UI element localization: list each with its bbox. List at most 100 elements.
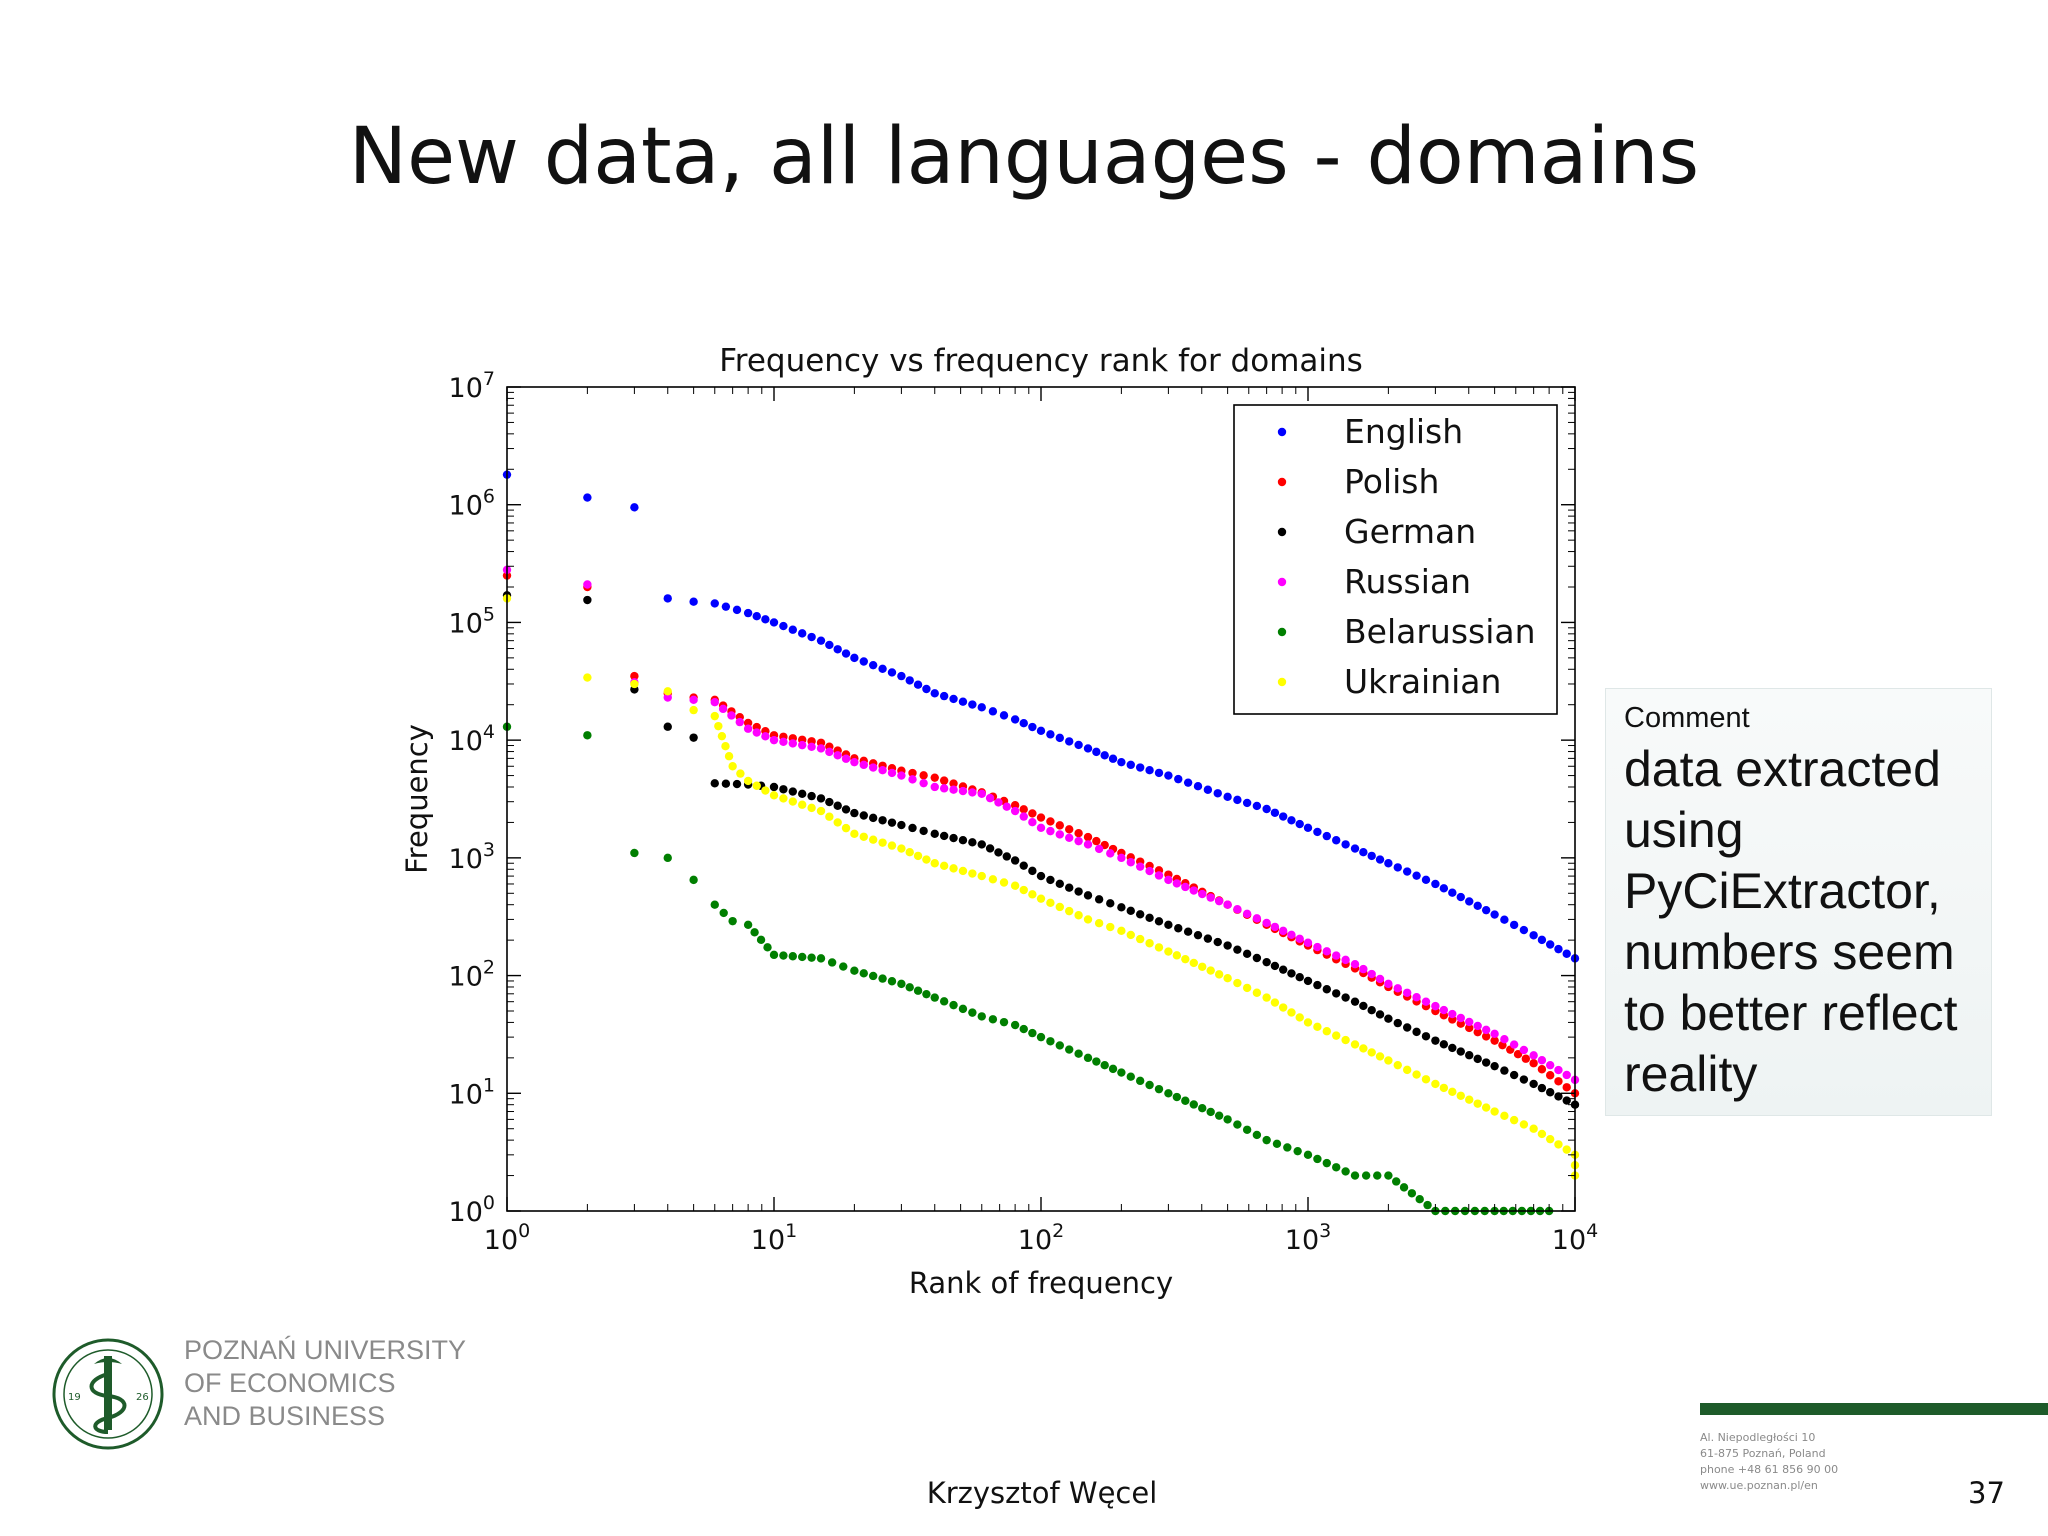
data-point	[1198, 962, 1207, 971]
data-point	[1262, 993, 1271, 1002]
data-point	[922, 855, 931, 864]
data-point	[1481, 1032, 1491, 1041]
data-point	[1545, 1088, 1555, 1097]
data-point	[1375, 974, 1385, 984]
data-point	[1545, 940, 1555, 949]
data-point	[1287, 1008, 1296, 1017]
data-point	[1519, 1120, 1529, 1129]
data-point	[1055, 902, 1065, 912]
data-point	[1473, 1027, 1482, 1037]
data-point	[689, 875, 698, 885]
data-point	[1295, 934, 1304, 943]
data-point	[1233, 905, 1242, 914]
data-point	[878, 664, 887, 674]
data-point	[1126, 930, 1135, 940]
data-point	[1010, 856, 1020, 865]
data-point	[878, 816, 887, 825]
data-point	[1135, 862, 1145, 871]
data-point	[630, 671, 639, 681]
svg-text:19: 19	[68, 1392, 81, 1403]
data-point	[1359, 1001, 1368, 1011]
data-point	[859, 832, 868, 841]
data-point	[1490, 1036, 1499, 1045]
data-point	[1145, 913, 1154, 923]
data-point	[718, 704, 728, 714]
data-point	[1562, 1083, 1571, 1092]
data-point	[985, 844, 995, 853]
data-point	[1046, 875, 1055, 885]
university-address: Al. Niepodległości 10 61-875 Poznań, Pol…	[1700, 1431, 1839, 1492]
data-point	[1529, 931, 1538, 940]
data-point	[1367, 969, 1376, 979]
data-point	[949, 1000, 958, 1010]
data-point	[1233, 978, 1242, 988]
data-point	[736, 769, 745, 778]
comment-box: Comment data extracted using PyCiExtract…	[1605, 688, 1992, 1116]
data-point	[728, 916, 737, 926]
data-point	[1513, 1050, 1523, 1059]
data-point	[1074, 836, 1083, 846]
frequency-rank-chart: Frequency vs frequency rank for domains 1…	[400, 343, 1598, 1300]
data-point	[868, 835, 878, 844]
university-name: POZNAŃ UNIVERSITY OF ECONOMICS AND BUSIN…	[184, 1335, 467, 1431]
data-point	[887, 977, 897, 986]
data-point	[988, 875, 998, 884]
data-point	[1036, 871, 1046, 881]
data-point	[1019, 1024, 1028, 1034]
data-point	[1206, 1107, 1215, 1117]
data-point	[1313, 1154, 1322, 1164]
data-point	[1537, 1065, 1547, 1074]
data-point	[905, 848, 914, 857]
legend-label: Belarussian	[1344, 612, 1536, 651]
university-logo: 19 26 POZNAŃ UNIVERSITY OF ECONOMICS AND…	[50, 1334, 466, 1454]
data-point	[1554, 1065, 1563, 1075]
data-point	[1252, 988, 1262, 997]
data-point	[922, 989, 931, 999]
data-point	[1164, 875, 1173, 885]
data-point	[1322, 1027, 1332, 1036]
data-point	[1126, 760, 1135, 770]
data-point	[1028, 722, 1037, 732]
y-tick-label: 101	[449, 1074, 495, 1110]
data-point	[583, 580, 592, 589]
data-point	[1055, 830, 1065, 839]
data-point	[583, 673, 592, 682]
data-point	[1350, 997, 1360, 1006]
data-point	[949, 694, 958, 704]
data-point	[1303, 1150, 1313, 1160]
data-point	[1145, 766, 1154, 775]
data-point	[1154, 917, 1164, 926]
data-point	[1019, 805, 1028, 814]
data-point	[841, 805, 851, 814]
data-point	[1019, 861, 1028, 870]
data-point	[1473, 901, 1482, 911]
data-point	[850, 808, 859, 818]
data-point	[1350, 844, 1360, 853]
data-point	[1203, 934, 1213, 943]
data-point	[939, 831, 949, 841]
data-point	[1193, 781, 1203, 791]
data-point	[1481, 1025, 1491, 1035]
data-point	[939, 691, 949, 701]
data-point	[1519, 1045, 1529, 1055]
data-point	[1223, 941, 1232, 950]
data-point	[1359, 964, 1368, 974]
data-point	[583, 731, 592, 740]
data-point	[1010, 1020, 1020, 1030]
data-point	[1431, 1001, 1440, 1011]
data-point	[710, 698, 719, 707]
data-point	[1083, 1053, 1093, 1063]
data-point	[1074, 1049, 1083, 1058]
data-point	[1439, 884, 1449, 893]
data-point	[1375, 1052, 1385, 1061]
data-point	[1456, 1047, 1465, 1056]
data-point	[1094, 895, 1104, 904]
data-point	[1154, 768, 1164, 778]
data-point	[977, 789, 986, 799]
comment-text: data extracted using PyCiExtractor, numb…	[1624, 741, 1958, 1102]
data-point	[798, 629, 807, 638]
data-point	[807, 803, 816, 813]
data-point	[1521, 1054, 1531, 1063]
data-point	[1278, 926, 1288, 936]
data-point	[1010, 801, 1020, 810]
